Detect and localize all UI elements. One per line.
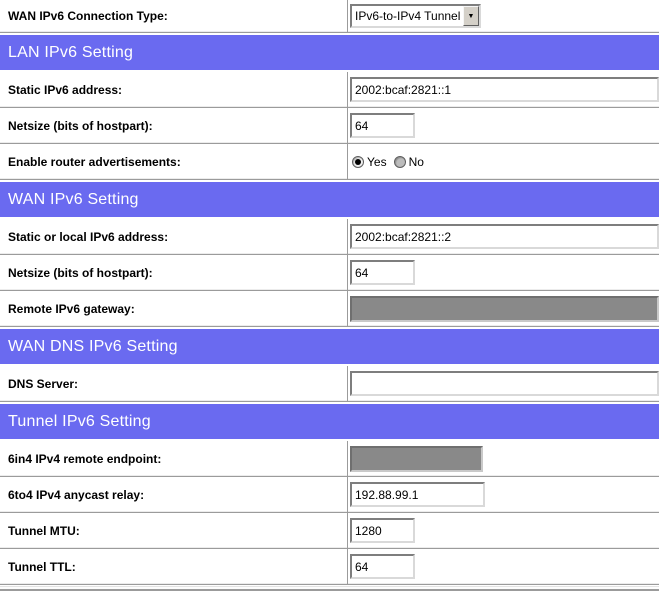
table-bottom-edge [0, 585, 659, 591]
field-label-tunnel-mtu: Tunnel MTU: [8, 523, 80, 538]
field-value-cell [348, 291, 659, 326]
field-value-cell [348, 366, 659, 401]
section-header-wan-ipv6-setting: WAN IPv6 Setting [0, 182, 659, 217]
remote-ipv6-gateway-disabled-field [350, 295, 659, 322]
field-label-netsize-bits-of-hostpart: Netsize (bits of hostpart): [8, 265, 153, 280]
field-value-cell [348, 219, 659, 254]
field-label-cell: Netsize (bits of hostpart): [0, 255, 348, 290]
tunnel-mtu-input[interactable] [350, 518, 415, 543]
static-or-local-ipv6-address-input[interactable] [350, 224, 659, 249]
field-label-cell: 6in4 IPv4 remote endpoint: [0, 441, 348, 476]
radio-label-no: No [408, 154, 424, 169]
field-label-cell: Static IPv6 address: [0, 72, 348, 107]
field-label-6in4-ipv4-remote-endpoint: 6in4 IPv4 remote endpoint: [8, 451, 162, 466]
field-label-enable-router-advertisements: Enable router advertisements: [8, 154, 181, 169]
selected-option-label: IPv6-to-IPv4 Tunnel [355, 9, 461, 23]
6in4-ipv4-remote-endpoint-disabled-field [350, 445, 483, 472]
netsize-bits-of-hostpart-input[interactable] [350, 113, 415, 138]
section-title: WAN DNS IPv6 Setting [8, 337, 178, 355]
field-row-remote-ipv6-gateway: Remote IPv6 gateway: [0, 291, 659, 327]
field-row-static-or-local-ipv6-address: Static or local IPv6 address: [0, 219, 659, 255]
radio-dot [355, 158, 361, 165]
netsize-bits-of-hostpart-input[interactable] [350, 260, 415, 285]
field-label-cell: Tunnel MTU: [0, 513, 348, 548]
6to4-ipv4-anycast-relay-input[interactable] [350, 482, 485, 507]
chevron-down-icon: ▼ [467, 12, 475, 20]
field-row-tunnel-mtu: Tunnel MTU: [0, 513, 659, 549]
field-label-cell: 6to4 IPv4 anycast relay: [0, 477, 348, 512]
section-header-lan-ipv6-setting: LAN IPv6 Setting [0, 35, 659, 70]
field-value-cell [348, 477, 659, 512]
radio-yes[interactable] [352, 155, 364, 168]
field-label-cell: Netsize (bits of hostpart): [0, 108, 348, 143]
field-value-cell [348, 108, 659, 143]
wan-ipv6-connection-type-select[interactable]: IPv6-to-IPv4 Tunnel ▼ [350, 4, 481, 28]
field-value-cell [348, 441, 659, 476]
radio-no[interactable] [393, 155, 406, 168]
tunnel-ttl-input[interactable] [350, 554, 415, 579]
field-row-netsize-bits-of-hostpart: Netsize (bits of hostpart): [0, 108, 659, 144]
dropdown-arrow-button[interactable]: ▼ [463, 6, 479, 26]
section-title: LAN IPv6 Setting [8, 43, 134, 61]
section-title: Tunnel IPv6 Setting [8, 412, 151, 430]
field-label-static-or-local-ipv6-address: Static or local IPv6 address: [8, 229, 169, 244]
field-label-cell: WAN IPv6 Connection Type: [0, 0, 348, 32]
radio-label-yes: Yes [367, 154, 387, 169]
field-label-cell: Enable router advertisements: [0, 144, 348, 179]
field-value-cell [348, 549, 659, 584]
field-value-cell [348, 255, 659, 290]
field-label-6to4-ipv4-anycast-relay: 6to4 IPv4 anycast relay: [8, 487, 145, 502]
field-row-enable-router-advertisements: Enable router advertisements: Yes No [0, 144, 659, 180]
field-value-cell [348, 72, 659, 107]
field-row-tunnel-ttl: Tunnel TTL: [0, 549, 659, 585]
field-label-netsize-bits-of-hostpart: Netsize (bits of hostpart): [8, 118, 153, 133]
field-label-cell: Tunnel TTL: [0, 549, 348, 584]
field-value-cell: IPv6-to-IPv4 Tunnel ▼ [348, 0, 659, 32]
field-label-cell: Remote IPv6 gateway: [0, 291, 348, 326]
field-label-dns-server: DNS Server: [8, 376, 79, 391]
section-title: WAN IPv6 Setting [8, 190, 139, 208]
field-row-dns-server: DNS Server: [0, 366, 659, 402]
field-row-6to4-ipv4-anycast-relay: 6to4 IPv4 anycast relay: [0, 477, 659, 513]
field-label-wan-ipv6-connection-type: WAN IPv6 Connection Type: [8, 9, 168, 23]
field-label-remote-ipv6-gateway: Remote IPv6 gateway: [8, 301, 135, 316]
static-ipv6-address-input[interactable] [350, 77, 659, 102]
enable-router-advertisements-radio-group: Yes No [352, 155, 431, 169]
section-header-wan-dns-ipv6-setting: WAN DNS IPv6 Setting [0, 329, 659, 364]
field-row-static-ipv6-address: Static IPv6 address: [0, 72, 659, 108]
section-header-tunnel-ipv6-setting: Tunnel IPv6 Setting [0, 404, 659, 439]
field-row-wan-ipv6-connection-type: WAN IPv6 Connection Type: IPv6-to-IPv4 Tu… [0, 0, 659, 33]
field-label-cell: DNS Server: [0, 366, 348, 401]
field-row-6in4-ipv4-remote-endpoint: 6in4 IPv4 remote endpoint: [0, 441, 659, 477]
field-label-cell: Static or local IPv6 address: [0, 219, 348, 254]
field-row-netsize-bits-of-hostpart: Netsize (bits of hostpart): [0, 255, 659, 291]
field-value-cell: Yes No [348, 144, 659, 179]
field-label-tunnel-ttl: Tunnel TTL: [8, 559, 76, 574]
field-value-cell [348, 513, 659, 548]
field-label-static-ipv6-address: Static IPv6 address: [8, 82, 123, 97]
dns-server-input[interactable] [350, 371, 659, 396]
